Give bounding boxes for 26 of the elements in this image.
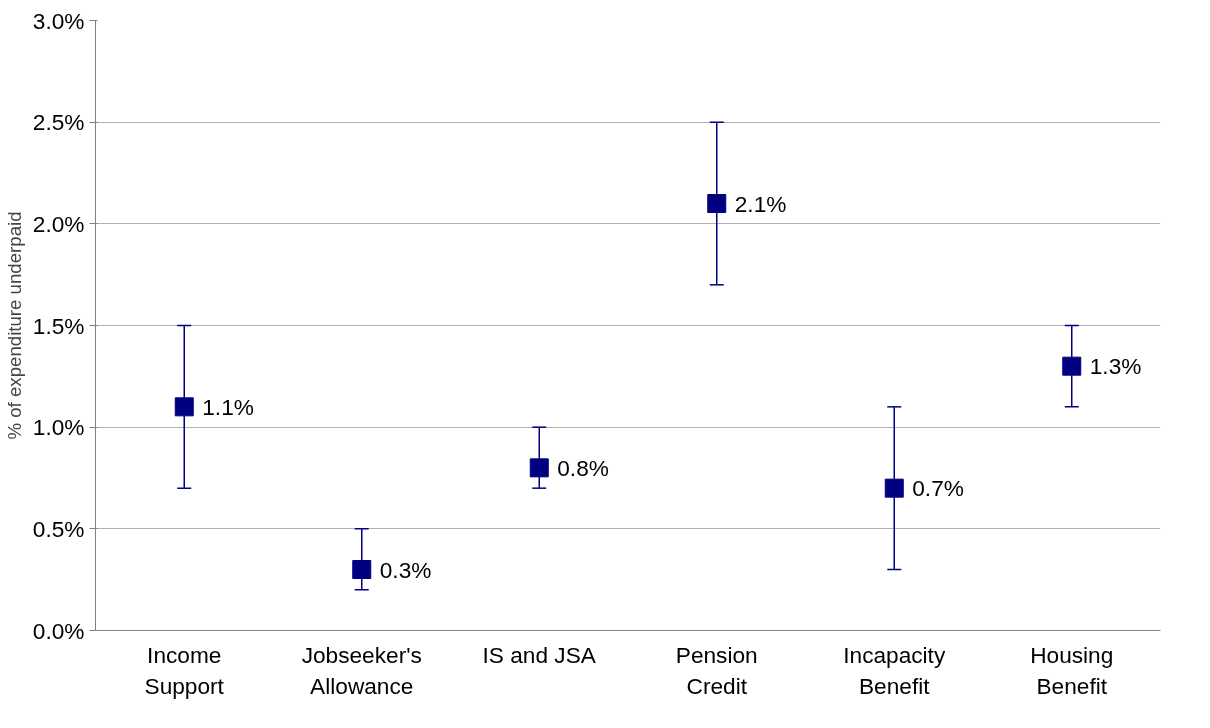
data-label: 2.1% — [734, 190, 787, 217]
y-tick-label: 0.0% — [32, 617, 85, 644]
point — [174, 397, 194, 417]
data-label: 0.7% — [912, 475, 964, 502]
point — [529, 458, 549, 478]
point — [707, 194, 727, 213]
x-tick-label: IS and JSA — [482, 641, 597, 668]
x-tick-label: Income Support — [144, 641, 225, 699]
y-axis-title: % of expenditure underpaid — [3, 211, 25, 440]
y-tick-label: 0.5% — [32, 515, 85, 542]
x-tick-label: Housing Benefit — [1030, 641, 1114, 699]
x-tick-label: Jobseeker's Allowance — [301, 641, 422, 699]
point — [352, 560, 372, 579]
data-label: 0.3% — [379, 556, 432, 583]
point — [1062, 356, 1082, 376]
x-tick-label: Pension Credit — [675, 641, 758, 699]
y-tick-label: 2.5% — [32, 109, 85, 136]
data-label: 0.8% — [557, 454, 609, 481]
x-tick-label: Incapacity Benefit — [843, 641, 946, 699]
data-label: 1.3% — [1089, 353, 1142, 380]
y-tick-label: 2.0% — [32, 210, 85, 237]
point — [884, 478, 904, 498]
data-label: 1.1% — [202, 393, 254, 420]
y-tick-label: 3.0% — [32, 7, 85, 34]
y-tick-label: 1.5% — [32, 312, 85, 339]
y-tick-label: 1.0% — [32, 414, 85, 441]
